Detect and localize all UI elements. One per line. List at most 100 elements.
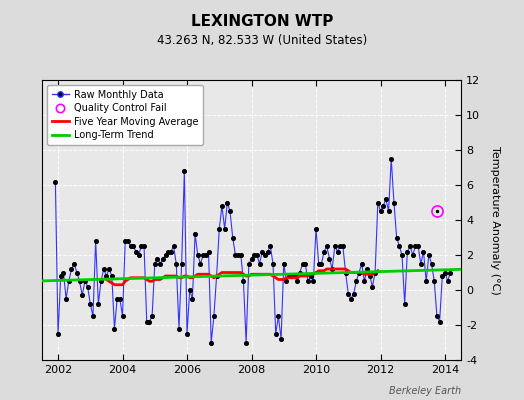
- Point: [226, 208, 234, 214]
- Point: [207, 339, 215, 346]
- Point: [169, 243, 178, 250]
- Text: Berkeley Earth: Berkeley Earth: [389, 386, 461, 396]
- Point: [352, 278, 361, 284]
- Point: [368, 283, 377, 290]
- Point: [143, 318, 151, 325]
- Point: [424, 252, 433, 258]
- Point: [435, 318, 444, 325]
- Point: [350, 290, 358, 297]
- Point: [366, 273, 374, 279]
- Point: [385, 208, 393, 214]
- Point: [167, 248, 175, 255]
- Point: [398, 252, 406, 258]
- Point: [406, 243, 414, 250]
- Point: [94, 301, 103, 307]
- Point: [54, 330, 62, 337]
- Point: [237, 252, 245, 258]
- Point: [64, 278, 73, 284]
- Point: [344, 290, 353, 297]
- Point: [253, 252, 261, 258]
- Point: [67, 266, 75, 272]
- Point: [446, 269, 455, 276]
- Point: [411, 243, 420, 250]
- Point: [183, 330, 191, 337]
- Point: [417, 260, 425, 267]
- Point: [113, 296, 122, 302]
- Point: [255, 260, 264, 267]
- Point: [296, 269, 304, 276]
- Point: [387, 156, 396, 162]
- Legend: Raw Monthly Data, Quality Control Fail, Five Year Moving Average, Long-Term Tren: Raw Monthly Data, Quality Control Fail, …: [47, 85, 203, 145]
- Point: [239, 278, 248, 284]
- Point: [293, 278, 301, 284]
- Text: 43.263 N, 82.533 W (United States): 43.263 N, 82.533 W (United States): [157, 34, 367, 47]
- Point: [374, 199, 382, 206]
- Point: [271, 330, 280, 337]
- Point: [102, 273, 111, 279]
- Point: [307, 273, 315, 279]
- Point: [196, 260, 205, 267]
- Point: [320, 248, 328, 255]
- Point: [221, 226, 229, 232]
- Point: [180, 168, 189, 174]
- Point: [395, 243, 403, 250]
- Point: [199, 252, 208, 258]
- Point: [314, 260, 323, 267]
- Point: [414, 243, 422, 250]
- Point: [274, 313, 282, 320]
- Point: [89, 313, 97, 320]
- Point: [175, 325, 183, 332]
- Point: [107, 273, 116, 279]
- Point: [355, 269, 363, 276]
- Point: [135, 252, 143, 258]
- Y-axis label: Temperature Anomaly (°C): Temperature Anomaly (°C): [489, 146, 499, 294]
- Point: [212, 273, 221, 279]
- Point: [57, 273, 65, 279]
- Point: [381, 196, 390, 202]
- Point: [339, 243, 347, 250]
- Text: LEXINGTON WTP: LEXINGTON WTP: [191, 14, 333, 29]
- Point: [317, 260, 325, 267]
- Point: [210, 313, 218, 320]
- Point: [312, 226, 320, 232]
- Point: [280, 260, 288, 267]
- Point: [342, 269, 350, 276]
- Point: [178, 260, 186, 267]
- Point: [285, 273, 293, 279]
- Point: [266, 243, 275, 250]
- Point: [409, 252, 417, 258]
- Point: [371, 269, 379, 276]
- Point: [347, 296, 355, 302]
- Point: [100, 266, 108, 272]
- Point: [223, 199, 232, 206]
- Point: [145, 318, 154, 325]
- Point: [140, 243, 148, 250]
- Point: [51, 178, 60, 185]
- Point: [379, 203, 387, 209]
- Point: [328, 266, 336, 272]
- Point: [172, 260, 180, 267]
- Point: [215, 226, 223, 232]
- Point: [258, 248, 266, 255]
- Point: [363, 266, 371, 272]
- Point: [242, 339, 250, 346]
- Point: [288, 273, 296, 279]
- Point: [392, 234, 401, 241]
- Point: [443, 278, 452, 284]
- Point: [333, 248, 342, 255]
- Point: [191, 231, 199, 237]
- Point: [264, 248, 272, 255]
- Point: [290, 273, 299, 279]
- Point: [202, 252, 210, 258]
- Point: [298, 260, 307, 267]
- Point: [81, 278, 89, 284]
- Point: [92, 238, 100, 244]
- Point: [433, 313, 441, 320]
- Point: [403, 248, 411, 255]
- Point: [422, 278, 430, 284]
- Point: [73, 269, 81, 276]
- Point: [247, 255, 256, 262]
- Point: [390, 199, 398, 206]
- Point: [357, 260, 366, 267]
- Point: [231, 252, 239, 258]
